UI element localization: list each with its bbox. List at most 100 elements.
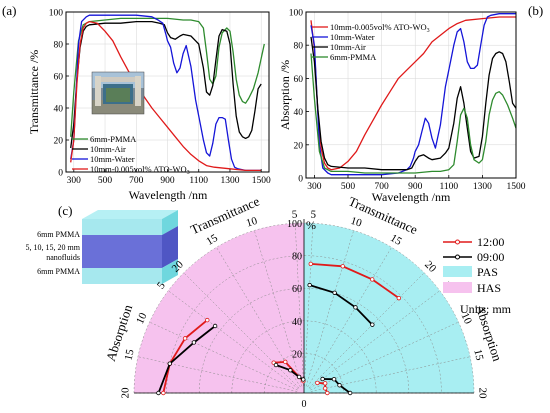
- panel-a-xtick-label-1: 500: [98, 176, 113, 186]
- polar-point-6-0: [205, 317, 210, 323]
- panel-a-ticks: 300 500 700 900 1100 1300 1500 0 20 40 60 80 100: [49, 9, 271, 187]
- polar-thickness-label-1-1: 10: [458, 311, 474, 326]
- panel-b-ylabel: Absorption /%: [278, 60, 292, 130]
- polar-series-line-3: [322, 378, 351, 394]
- panel-a-ytick-label-2: 40: [54, 105, 64, 115]
- panel-b-series-line-2: [310, 36, 517, 171]
- panel-a-series-line-0: [70, 17, 265, 137]
- panel-b-series-line-3: [310, 53, 517, 174]
- panel-a-xtick-label-3: 900: [160, 176, 175, 186]
- polar-spoke-0-0: [304, 223, 314, 387]
- panel-a-ylabel: Transmittance /%: [27, 50, 41, 135]
- panel-b-xtick-label-5: 1300: [473, 182, 492, 192]
- panel-b: 300 500 700 900 1100 1300 1500 0 20 40 60 80 100 Wav…: [278, 9, 526, 205]
- polar-thickness-label-2-2: 15: [204, 232, 220, 248]
- panel-b-ytick-label-4: 80: [294, 42, 304, 52]
- polar-point-5-1: [296, 374, 302, 380]
- polar-radial-label-4: 80: [292, 252, 302, 263]
- polar-spoke-0-1: [305, 230, 354, 387]
- inset-label-bottom: 6mm PMMA: [37, 267, 80, 276]
- polar-thickness-label-3-1: 10: [134, 311, 150, 326]
- inset-label-top: 6mm PMMA: [37, 230, 80, 239]
- legend-c-0900-marker: [455, 254, 460, 260]
- panel-b-xtick-label-2: 700: [374, 182, 389, 192]
- polar-spoke-0-3: [308, 272, 425, 389]
- polar-point-2-1: [322, 381, 328, 386]
- panel-c: 6mm PMMA 5, 10, 15, 20 mm nanofluids 6mm…: [26, 193, 512, 410]
- legend-c-has-label: HAS: [477, 281, 501, 295]
- legend-c-1200-marker: [455, 239, 460, 245]
- legend-a-air-label: 10mm-Air: [90, 144, 126, 154]
- panel-a-xtick-label-2: 700: [129, 176, 144, 186]
- polar-radial-label-2: 40: [292, 317, 302, 328]
- polar-radial-label-5: 100: [287, 219, 302, 230]
- panel-a-ytick-label-0: 0: [58, 169, 63, 179]
- polar-radial-label-1: 20: [292, 349, 302, 360]
- polar-thickness-label-0-0: 5: [310, 209, 317, 221]
- polar-point-3-3: [347, 390, 353, 396]
- panel-b-ticks: 300 500 700 900 1100 1300 1500 0 20 40 60 80 100: [289, 9, 526, 193]
- units-note: Units: mm: [460, 302, 512, 316]
- polar-point-3-2: [337, 383, 342, 388]
- polar-spoke-3-0: [168, 290, 299, 389]
- polar-point-2-0: [315, 380, 320, 386]
- polar-series-line-5: [275, 364, 304, 381]
- panel-b-ytick-label-1: 20: [294, 141, 304, 151]
- polar-unit-label: %: [306, 218, 316, 232]
- panel-a-legend: 6mm-PMMA 10mm-Air 10mm-Water 10mm-0.005v…: [72, 134, 190, 176]
- panel-a-xtick-label-6: 1500: [252, 176, 271, 186]
- polar-spoke-3-2: [137, 356, 298, 392]
- panel-a-series-line-2: [70, 14, 262, 172]
- panel-a-xtick-label-5: 1300: [220, 176, 239, 186]
- polar-thickness-label-2-0: 5: [292, 209, 299, 221]
- panel-label-b: (b): [528, 3, 543, 18]
- legend-a-ato-label: 10mm-0.005vol% ATO-WO3: [90, 164, 190, 176]
- polar-thickness-label-2-1: 10: [245, 215, 260, 230]
- polar-spoke-0-2: [307, 247, 392, 388]
- polar-thickness-label-3-3: 20: [120, 387, 132, 399]
- inset-label-mid1: 5, 10, 15, 20 mm: [26, 243, 81, 252]
- inset-label-mid2: nanofluids: [46, 253, 80, 262]
- legend-a-pmma-label: 6mm-PMMA: [90, 134, 137, 144]
- panel-b-ytick-label-3: 60: [294, 75, 304, 85]
- panel-b-xtick-label-6: 1500: [507, 182, 526, 192]
- legend-b-water-label: 10mm-Water: [330, 32, 375, 42]
- polar-point-2-3: [325, 390, 330, 396]
- panel-a-ytick-label-5: 100: [49, 9, 64, 19]
- legend-a-ato-text: 10mm-0.005vol% ATO-WO: [90, 164, 187, 174]
- panel-a-ytick-label-1: 20: [54, 137, 64, 147]
- polar-point-6-1: [182, 336, 188, 341]
- polar-point-4-2: [283, 359, 288, 365]
- polar-ring-5: [133, 222, 475, 394]
- polar-spoke-1-2: [310, 356, 471, 392]
- panel-a-ytick-label-3: 60: [54, 73, 64, 83]
- polar-point-3-0: [320, 376, 325, 382]
- polar-series-line-6: [162, 319, 208, 394]
- polar-grid: [133, 219, 475, 394]
- legend-b-ato-label: 10mm-0.005vol% ATO-WO3: [330, 22, 430, 34]
- layer-stack-illustration: [82, 210, 178, 284]
- panel-b-xtick-label-1: 500: [341, 182, 356, 192]
- legend-b-air-label: 10mm-Air: [330, 42, 366, 52]
- polar-spoke-2-1: [254, 230, 303, 387]
- polar-spoke-2-3: [183, 272, 300, 389]
- legend-b-pmma-label: 6mm-PMMA: [330, 52, 377, 62]
- panel-a-xlabel: Wavelength /nm: [129, 188, 208, 202]
- polar-point-0-0: [308, 261, 313, 267]
- legend-c-0900-label: 09:00: [477, 250, 504, 264]
- panel-b-frame: [305, 11, 517, 179]
- panel-a-xtick-label-0: 300: [67, 176, 82, 186]
- polar-series-line-2: [317, 382, 329, 394]
- legend-c-1200-label: 12:00: [477, 235, 504, 249]
- polar-point-1-3: [370, 322, 375, 327]
- polar-point-2-2: [322, 386, 328, 391]
- polar-thickness-label-0-3: 20: [422, 259, 439, 276]
- polar-ring-4: [166, 255, 442, 394]
- panel-b-xtick-label-0: 300: [307, 182, 322, 192]
- polar-thickness-label-0-2: 15: [388, 232, 404, 248]
- polar-series-line-7: [157, 325, 216, 394]
- legend-c-pas-patch: [443, 266, 472, 277]
- panel-b-series-line-0: [310, 16, 516, 171]
- panel-a-ytick-label-4: 80: [54, 41, 64, 51]
